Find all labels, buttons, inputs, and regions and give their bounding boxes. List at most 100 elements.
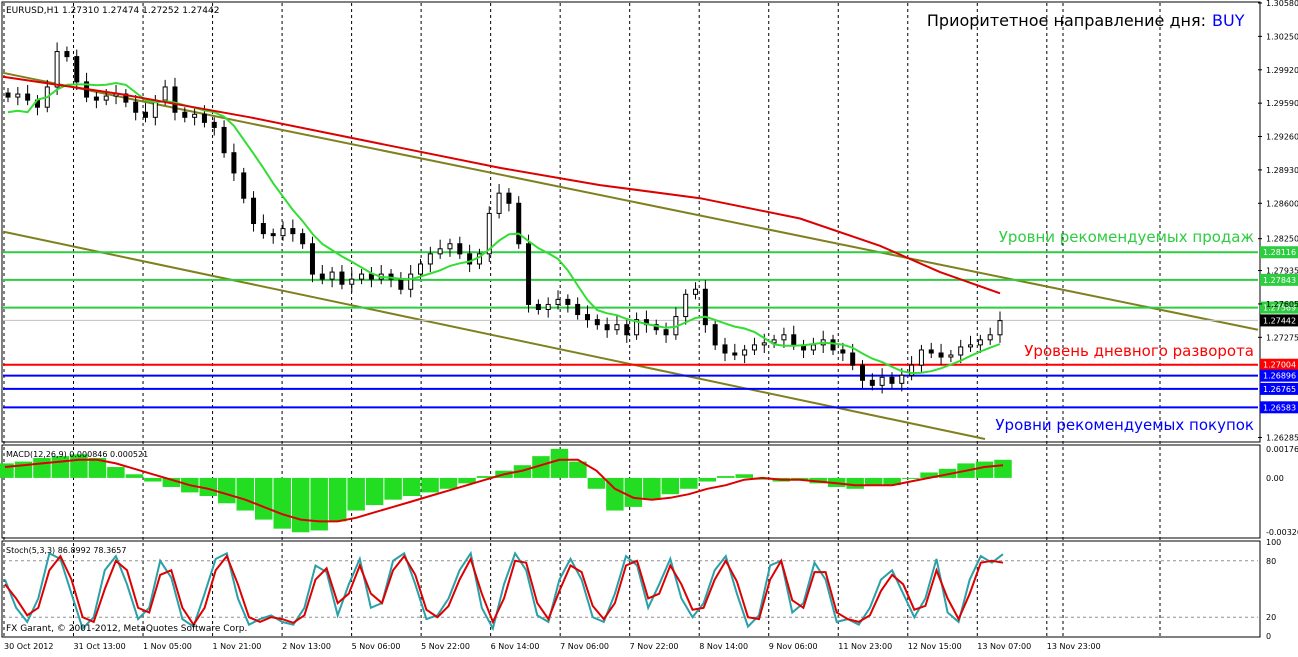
macd-histogram-bar: [236, 477, 254, 511]
macd-histogram-bar: [606, 477, 624, 511]
candle-body: [742, 349, 748, 356]
macd-histogram-bar: [162, 477, 181, 487]
candle-body: [251, 197, 257, 225]
candle-body: [565, 298, 571, 305]
candle-body: [938, 352, 944, 358]
candle-body: [506, 192, 512, 204]
macd-histogram-bar: [291, 477, 310, 533]
candle-body: [64, 51, 70, 58]
macd-indicator: [0, 448, 1012, 533]
candle-body: [54, 51, 60, 88]
candle-body: [260, 223, 266, 235]
candle-body: [869, 379, 875, 386]
candle-body: [241, 172, 247, 199]
macd-histogram-bar: [310, 477, 328, 531]
candle-body: [928, 349, 934, 354]
macd-histogram-bar: [273, 477, 291, 529]
candle-body: [791, 334, 797, 346]
candle-body: [467, 253, 473, 265]
moving-averages: [2, 75, 1001, 375]
macd-histogram-bar: [680, 477, 698, 489]
candle-body: [103, 95, 109, 101]
macd-histogram-bar: [994, 459, 1012, 478]
candle-body: [879, 376, 885, 386]
macd-histogram-bar: [661, 477, 680, 495]
macd-histogram-bar: [402, 477, 421, 497]
candle-body: [192, 113, 198, 118]
candle-body: [339, 271, 345, 285]
candle-body: [25, 93, 31, 101]
sell-level-value-label: 1.27843: [1263, 276, 1296, 285]
macd-histogram-bar: [698, 477, 717, 482]
macd-histogram-bar: [365, 477, 384, 506]
x-tick-label: 9 Nov 06:00: [769, 642, 818, 651]
price-panel: [1, 1, 1261, 443]
x-tick-label: 5 Nov 06:00: [352, 642, 401, 651]
sell-levels-annotation: Уровни рекомендуемых продаж: [999, 228, 1254, 246]
macd-histogram-bar: [255, 477, 273, 520]
stoch-y-tick-label: 20: [1266, 613, 1276, 622]
x-tick-label: 1 Nov 05:00: [143, 642, 192, 651]
candle-body: [329, 271, 335, 280]
candle-body: [997, 320, 1003, 336]
channel-lower-line: [2, 230, 986, 440]
x-tick-label: 7 Nov 22:00: [630, 642, 679, 651]
macd-histogram-bar: [328, 477, 347, 522]
buy-level-value-box: [1260, 369, 1298, 382]
candle-body: [958, 346, 964, 356]
macd-histogram-bar: [864, 477, 883, 486]
macd-histogram-bar: [51, 456, 70, 478]
candle-body: [850, 352, 856, 366]
macd-histogram-bar: [88, 457, 107, 478]
x-tick-label: 12 Nov 15:00: [908, 642, 962, 651]
candle-body: [614, 324, 620, 331]
x-tick-label: 6 Nov 14:00: [491, 642, 540, 651]
macd-histogram-bar: [550, 448, 569, 478]
candle-body: [349, 278, 355, 285]
candle-body: [751, 344, 757, 351]
stoch-readout: Stoch(5,3,3) 86.8992 78.3657: [6, 546, 126, 555]
macd-readout: MACD(12,26,9) 0.000846 0.000521: [6, 450, 148, 459]
x-tick-label: 2 Nov 13:00: [282, 642, 331, 651]
candle-body: [133, 101, 139, 113]
buy-level-value-box: [1260, 382, 1298, 395]
x-tick-label: 13 Nov 07:00: [977, 642, 1031, 651]
candle-body: [182, 111, 188, 118]
candle-body: [15, 93, 21, 98]
macd-histogram-bar: [33, 457, 51, 478]
stoch-main-line: [4, 550, 1004, 632]
candle-body: [859, 364, 865, 381]
y-tick-label: 1.29590: [1266, 99, 1298, 108]
macd-histogram-bar: [643, 477, 661, 500]
y-tick-label: 1.28600: [1266, 199, 1298, 208]
buy-level-value-box: [1260, 401, 1298, 414]
buy-levels-annotation: Уровни рекомендуемых покупок: [995, 416, 1254, 434]
x-tick-label: 5 Nov 22:00: [421, 642, 470, 651]
candle-body: [722, 344, 728, 354]
macd-histogram-bar: [920, 472, 938, 478]
sell-level-value-label: 1.27569: [1263, 304, 1296, 313]
macd-histogram-bar: [569, 461, 587, 478]
candle-body: [93, 96, 99, 101]
macd-histogram-bar: [883, 477, 901, 486]
current-price-value-box: [1260, 314, 1298, 327]
macd-histogram-bar: [384, 477, 402, 500]
x-tick-label: 31 Oct 13:00: [74, 642, 126, 651]
candle-body: [771, 339, 777, 344]
symbol-info: EURUSD,H1 1.27310 1.27474 1.27252 1.2744…: [6, 6, 219, 16]
candle-body: [270, 233, 276, 237]
candle-body: [437, 248, 443, 255]
y-tick-label: 1.27275: [1266, 333, 1298, 342]
pivot-value-label: 1.27004: [1263, 361, 1296, 370]
macd-histogram-bar: [735, 474, 753, 478]
candle-body: [624, 324, 630, 336]
ma-slow-line: [2, 75, 1001, 295]
candle-body: [418, 263, 424, 275]
candle-body: [840, 349, 846, 354]
candle-body: [968, 344, 974, 348]
candle-body: [486, 212, 492, 255]
candle-body: [663, 329, 669, 336]
x-axis: 30 Oct 2012 31 Oct 13:00 1 Nov 05:00 1 Nov …: [4, 642, 1101, 651]
candle-body: [221, 126, 227, 154]
